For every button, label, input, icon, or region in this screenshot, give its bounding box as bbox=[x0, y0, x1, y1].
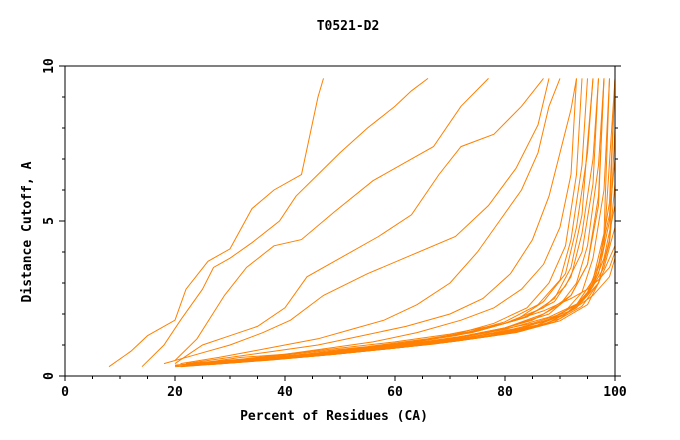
series-line-28 bbox=[284, 245, 616, 358]
x-tick-label-2: 40 bbox=[277, 385, 293, 400]
chart-title: T0521-D2 bbox=[317, 19, 380, 34]
x-tick-label-3: 60 bbox=[387, 385, 403, 400]
series-line-14 bbox=[180, 78, 599, 366]
x-axis: 0 20 40 60 80 100 bbox=[61, 376, 627, 400]
series-line-30 bbox=[174, 251, 616, 367]
y-tick-label-0: 0 bbox=[42, 372, 57, 380]
series-line-3 bbox=[174, 78, 489, 361]
y-tick-label-1: 5 bbox=[42, 217, 57, 225]
series-line-25 bbox=[207, 183, 616, 366]
series-line-1 bbox=[108, 78, 324, 368]
series-line-27 bbox=[257, 227, 616, 361]
series-line-24 bbox=[191, 158, 616, 367]
series-line-11 bbox=[196, 78, 594, 366]
series-line-7 bbox=[185, 78, 577, 365]
series-line-6 bbox=[180, 78, 561, 365]
series-line-5 bbox=[163, 78, 550, 365]
series-layer bbox=[108, 78, 616, 368]
y-tick-label-2: 10 bbox=[42, 58, 57, 74]
y-axis-label: Distance Cutoff, A bbox=[20, 161, 35, 302]
x-tick-label-0: 0 bbox=[61, 385, 69, 400]
series-line-29 bbox=[312, 258, 616, 355]
series-line-4 bbox=[174, 78, 544, 365]
x-tick-label-4: 80 bbox=[497, 385, 513, 400]
x-axis-label: Percent of Residues (CA) bbox=[240, 409, 428, 424]
y-axis: 0 5 10 bbox=[42, 58, 621, 380]
x-tick-label-1: 20 bbox=[167, 385, 183, 400]
x-tick-label-5: 100 bbox=[603, 385, 627, 400]
series-line-17 bbox=[174, 78, 605, 368]
series-line-19 bbox=[202, 78, 610, 365]
plot-frame bbox=[64, 65, 616, 377]
series-line-2 bbox=[141, 78, 429, 368]
series-line-8 bbox=[196, 78, 577, 365]
